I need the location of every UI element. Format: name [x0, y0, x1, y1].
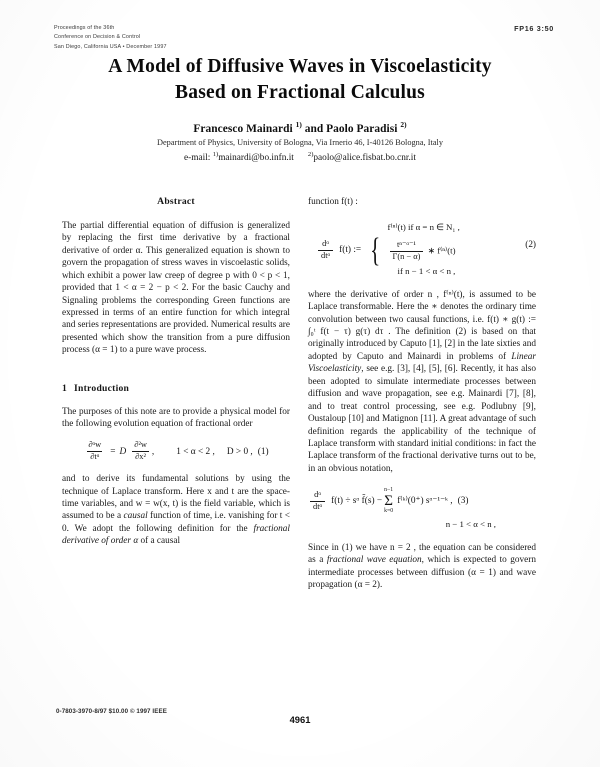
- equation-3: dᵅ dtᵅ f(t) ÷ sᵅ f̃(s) − n−1 Σ k=0 f⁽ᵏ⁾(…: [308, 487, 536, 530]
- introduction-paragraph-2: and to derive its fundamental solutions …: [62, 473, 290, 548]
- intro-p2-fractional-term: fractional derivative of order α: [62, 523, 290, 547]
- equation-3-condition: n − 1 < α < n ,: [445, 518, 496, 529]
- intro-p2-part-b: function of time, i.e. vanishing for t <…: [62, 511, 290, 534]
- introduction-number: 1: [62, 382, 68, 394]
- equation-2-case-2-numerator: tⁿ⁻ᵅ⁻¹: [396, 240, 416, 250]
- intro-p2-causal-term: causal: [123, 511, 148, 522]
- right-body-part-a: where the derivative of order n , f⁽ⁿ⁾(t…: [308, 289, 536, 362]
- fractional-wave-equation-term: fractional wave equation: [326, 555, 422, 566]
- right-column-lead: function f(t) :: [308, 197, 358, 207]
- equation-1-lhs-denominator: ∂tᵅ: [87, 451, 103, 462]
- equation-2-case-2-condition: if n − 1 < α < n ,: [397, 265, 456, 276]
- equation-3-lhs-fraction: dᵅ dtᵅ: [310, 490, 326, 512]
- equation-3-lhs-expression: f(t) ÷ sᵅ f̃(s) −: [331, 496, 383, 507]
- author-list: Francesco Mainardi 1) and Paolo Paradisi…: [0, 120, 600, 135]
- author-2-marker: 2): [400, 120, 407, 129]
- email-address-2: paolo@alice.fisbat.bo.cnr.it: [313, 153, 416, 164]
- equation-1-rhs-numerator: ∂²w: [134, 440, 147, 450]
- email-address-1: mainardi@bo.infn.it: [218, 153, 294, 164]
- closing-part-b: , which is expected to govern intermedia…: [308, 555, 536, 591]
- email-line: e-mail: 1)mainardi@bo.infn.it 2)paolo@ali…: [0, 151, 600, 163]
- equation-1-equals: =: [110, 446, 116, 457]
- sigma-icon: Σ: [384, 493, 394, 510]
- author-1-marker: 1): [295, 120, 302, 129]
- equation-2-function: f(t) :=: [339, 244, 362, 255]
- abstract-body: The partial differential equation of dif…: [62, 220, 290, 356]
- intro-p2-part-c: of a causal: [138, 536, 181, 547]
- equation-2-lhs-fraction: dᵅ dtᵅ: [318, 238, 334, 261]
- email-1-marker: 1): [212, 151, 219, 158]
- left-column: Abstract The partial differential equati…: [62, 196, 290, 548]
- conference-line-3: San Diego, California USA • December 199…: [54, 43, 167, 50]
- author-names-mid: and Paolo Paradisi: [301, 122, 401, 135]
- equation-1-number: (1): [257, 446, 269, 457]
- equation-3-lhs-denominator: dtᵅ: [310, 501, 326, 512]
- intro-p2-part-a: and to derive its fundamental solutions …: [62, 474, 290, 522]
- linear-viscoelasticity-term: Linear Viscoelasticity: [308, 351, 536, 375]
- equation-1: ∂ᵅw ∂tᵅ = D ∂²w ∂x² , 1 < α < 2 , D > 0 …: [62, 441, 290, 462]
- right-body-paragraph: where the derivative of order n , f⁽ⁿ⁾(t…: [308, 289, 536, 476]
- equation-1-coefficient: D: [119, 446, 127, 457]
- equation-1-lhs-fraction: ∂ᵅw ∂tᵅ: [85, 441, 104, 462]
- equation-3-sum-upper: n−1: [384, 487, 394, 494]
- author-names-pre: Francesco Mainardi: [193, 122, 296, 135]
- introduction-paragraph-1: The purposes of this note are to provide…: [62, 406, 290, 430]
- email-label: e-mail:: [184, 153, 213, 164]
- closing-paragraph: Since in (1) we have n = 2 , the equatio…: [308, 542, 536, 592]
- equation-3-summation: n−1 Σ k=0: [384, 487, 394, 515]
- equation-3-number: (3): [457, 496, 469, 507]
- equation-2-brace: {: [370, 231, 381, 269]
- equation-1-rhs-denominator: ∂x²: [132, 451, 149, 462]
- equation-1-comma: ,: [151, 446, 155, 457]
- equation-2-lhs-denominator: dtᵅ: [318, 249, 334, 261]
- equation-2-cases: f⁽ⁿ⁾(t) if α = n ∈ N₁ , tⁿ⁻ᵅ⁻¹ Γ(n − α) …: [388, 222, 460, 277]
- equation-1-lhs-numerator: ∂ᵅw: [88, 440, 102, 450]
- equation-2-case-2: tⁿ⁻ᵅ⁻¹ Γ(n − α) ∗ f⁽ⁿ⁾(t): [388, 240, 460, 262]
- equation-2: dᵅ dtᵅ f(t) := { f⁽ⁿ⁾(t) if α = n ∈ N₁ ,…: [308, 222, 536, 277]
- conference-line-2: Conference on Decision & Control: [54, 34, 141, 41]
- title-line-1: A Model of Diffusive Waves in Viscoelast…: [108, 56, 492, 77]
- equation-1-condition-2: D > 0 ,: [226, 446, 253, 457]
- closing-part-a: Since in (1) we have n = 2 , the equatio…: [308, 542, 536, 566]
- introduction-heading: 1 Introduction: [62, 383, 290, 396]
- equation-2-number: (2): [525, 239, 536, 250]
- introduction-label: Introduction: [74, 382, 130, 394]
- equation-2-case-2-rest: ∗ f⁽ⁿ⁾(t): [427, 245, 456, 256]
- equation-2-lhs-numerator: dᵅ: [322, 238, 329, 248]
- conference-header: Proceedings of the 36th Conference on De…: [54, 24, 167, 52]
- right-body-part-b: , see e.g. [3], [4], [5], [6]. Recently,…: [308, 364, 536, 474]
- email-2-marker: 2): [307, 151, 314, 158]
- affiliation: Department of Physics, University of Bol…: [156, 138, 444, 147]
- equation-3-sum-lower: k=0: [384, 508, 394, 515]
- right-column: function f(t) : dᵅ dtᵅ f(t) := { f⁽ⁿ⁾(t)…: [308, 196, 536, 591]
- equation-3-sum-body: f⁽ᵏ⁾(0⁺) sᵅ⁻¹⁻ᵏ ,: [397, 496, 453, 507]
- equation-1-condition-1: 1 < α < 2 ,: [176, 446, 215, 457]
- equation-2-case-1: f⁽ⁿ⁾(t) if α = n ∈ N₁ ,: [387, 222, 460, 233]
- abstract-heading: Abstract: [157, 196, 195, 207]
- equation-2-case-2-fraction: tⁿ⁻ᵅ⁻¹ Γ(n − α): [389, 240, 424, 262]
- equation-1-rhs-fraction: ∂²w ∂x²: [131, 441, 150, 462]
- page-number: 4961: [289, 714, 311, 725]
- session-code: FP16 3:50: [514, 24, 554, 33]
- page-title: A Model of Diffusive Waves in Viscoelast…: [0, 54, 600, 105]
- equation-2-case-2-denominator: Γ(n − α): [389, 251, 424, 262]
- equation-3-lhs-numerator: dᵅ: [314, 490, 321, 500]
- title-line-2: Based on Fractional Calculus: [175, 81, 425, 103]
- copyright-line: 0-7803-3970-8/97 $10.00 © 1997 IEEE: [56, 708, 167, 715]
- conference-line-1: Proceedings of the 36th: [54, 25, 115, 31]
